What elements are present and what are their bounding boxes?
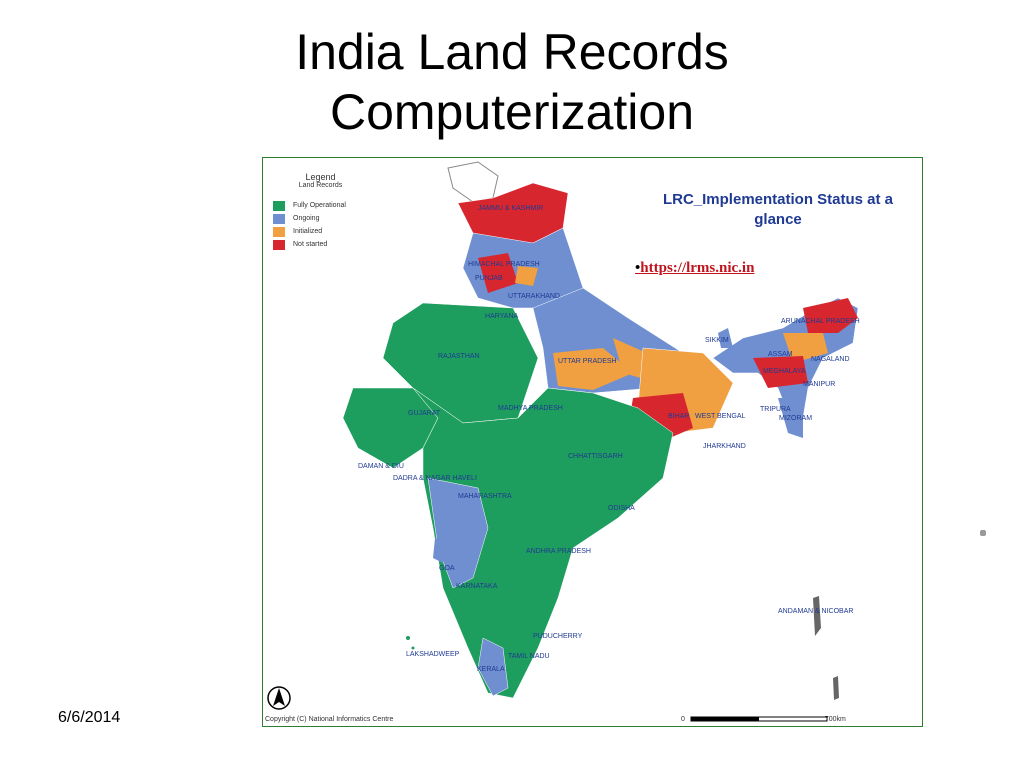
state-label: TAMIL NADU [508,653,550,660]
state-label: WEST BENGAL [695,413,746,420]
north-arrow-icon [267,686,291,710]
state-label: JHARKHAND [703,443,746,450]
state-label: MEGHALAYA [763,368,806,375]
state-label: DADRA & NAGAR HAVELI [393,475,477,482]
map-heading: LRC_Implementation Status at a glance [648,190,908,230]
state-label: MAHARASHTRA [458,493,512,500]
state-label: HIMACHAL PRADESH [468,261,540,268]
state-label: MIZORAM [779,415,812,422]
state-label: ANDAMAN & NICOBAR [778,608,853,615]
legend-swatch [273,200,285,211]
state-label: NAGALAND [811,356,850,363]
legend-item: Fully Operational [273,199,368,212]
state-labels: JAMMU & KASHMIR HIMACHAL PRADESH PUNJAB UTT… [358,205,860,673]
legend-label: Fully Operational [293,202,346,209]
state-label: KARNATAKA [456,583,498,590]
state-label: DAMAN & DIU [358,463,404,470]
slide-title: India Land Records Computerization [0,22,1024,142]
state-label: LAKSHADWEEP [406,651,460,658]
legend-swatch [273,226,285,237]
state-label: ASSAM [768,351,793,358]
scale-labels: 0 700km [681,716,846,723]
state-label: ANDHRA PRADESH [526,548,591,555]
link-text[interactable]: https://lrms.nic.in [640,260,755,276]
state-label: ODISHA [608,505,635,512]
state-label: TRIPURA [760,406,791,413]
state-label: UTTAR PRADESH [558,358,617,365]
legend-label: Not started [293,241,328,248]
state-label: GOA [439,565,455,572]
scale-end: 700km [824,716,846,723]
state-label: MANIPUR [803,381,835,388]
slide-edge-mark [980,530,986,536]
map-heading-line-2: glance [754,211,802,228]
state-label: ARUNACHAL PRADESH [781,318,860,325]
legend-swatch [273,239,285,250]
legend-subtitle: Land Records [298,182,343,189]
state-label: SIKKIM [705,337,729,344]
state-label: MADHYA PRADESH [498,405,563,412]
legend-item: Ongoing [273,212,368,225]
scale-start: 0 [681,716,685,723]
state-label: RAJASTHAN [438,353,480,360]
legend-label: Ongoing [293,215,320,222]
legend-item: Not started [273,238,368,251]
legend-label: Initialized [293,228,323,235]
state-label: PUDUCHERRY [533,633,583,640]
india-map: JAMMU & KASHMIR HIMACHAL PRADESH PUNJAB UTT… [267,161,860,722]
state-label: PUNJAB [475,275,503,282]
title-line-1: India Land Records [295,24,729,80]
state-label: BIHAR [668,413,689,420]
state-label: JAMMU & KASHMIR [478,205,543,212]
state-label: GUJARAT [408,410,441,417]
legend-swatch [273,213,285,224]
legend-item: Initialized [273,225,368,238]
lrms-link[interactable]: •https://lrms.nic.in [635,260,754,277]
state-label: CHHATTISGARH [568,453,623,460]
copyright-text: Copyright (C) National Informatics Centr… [265,716,394,723]
state-label: UTTARAKHAND [508,293,560,300]
state-label: KERALA [477,666,505,673]
state-label: HARYANA [485,313,519,320]
title-line-2: Computerization [329,84,695,140]
legend-title: Legend [305,172,336,182]
link-bullet: • [635,260,641,276]
india-map-panel: JAMMU & KASHMIR HIMACHAL PRADESH PUNJAB UTT… [262,157,923,727]
map-heading-line-1: LRC_Implementation Status at a [662,191,894,208]
legend: Legend Land Records Fully Operational On… [273,172,368,251]
slide-date: 6/6/2014 [58,709,121,726]
